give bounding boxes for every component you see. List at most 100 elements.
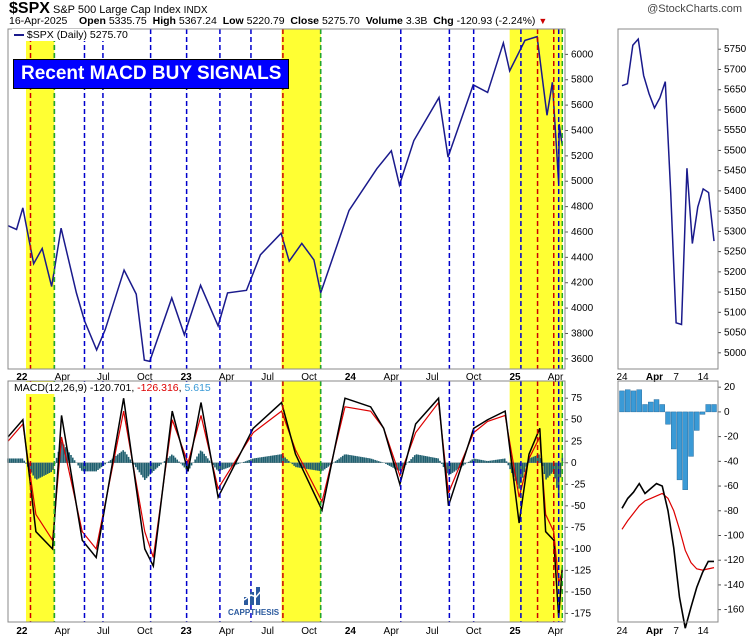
zoom-macd-xtick-label-3: 14 [698, 626, 710, 637]
macd-xtick-label-13: Apr [548, 626, 564, 637]
macd-signal-line [7, 400, 563, 584]
price-ytick-label-7: 4600 [571, 227, 594, 238]
macd-hist-bar-185 [340, 457, 342, 463]
zoom-price-ytick-label-8: 5350 [724, 206, 747, 217]
macd-hist-bar-203 [372, 459, 375, 463]
macd-hist-bar-97 [181, 462, 184, 466]
macd-hist-bar-65 [124, 451, 126, 463]
macd-hist-bar-155 [286, 459, 288, 463]
macd-hist-bar-92 [172, 455, 175, 463]
zoom-macd-ytick-label-4: -60 [724, 481, 739, 492]
zoom-macd-hist-bar-3 [636, 389, 642, 413]
macd-hist-bar-166 [305, 462, 308, 469]
zoom-price-ytick-label-2: 5650 [724, 85, 747, 96]
zoom-price-ytick-label-3: 5600 [724, 105, 747, 116]
macd-hist-bar-201 [368, 458, 371, 463]
macd-hist-bar-149 [275, 454, 277, 463]
macd-hist-bar-240 [439, 460, 441, 463]
macd-hist-bar-246 [449, 462, 452, 475]
macd-hist-bar-60 [115, 455, 117, 463]
macd-hist-bar-281 [512, 462, 515, 477]
macd-hist-bar-283 [516, 462, 519, 485]
zoom-price-panel [618, 29, 718, 369]
macd-hist-bar-241 [440, 462, 443, 464]
main-macd-border [7, 380, 566, 623]
macd-hist-bar-115 [214, 462, 216, 468]
zoom-macd-ytick-label-0: 20 [724, 382, 736, 393]
price-legend-text: $SPX (Daily) 5275.70 [26, 29, 128, 41]
macd-ytick-label-5: -50 [571, 501, 586, 512]
zoom-macd-hist-bar-1 [625, 389, 631, 413]
zoom-macd-signal-line [621, 492, 715, 571]
quote-date: 16-Apr-2025 [9, 15, 68, 27]
macd-hist-bar-152 [280, 454, 283, 463]
macd-hist-bar-17 [37, 462, 40, 479]
macd-hist-bar-80 [151, 462, 153, 473]
cappthesis-logo: CAPPTHESIS [228, 586, 279, 617]
macd-ytick-label-10: -175 [571, 608, 591, 619]
price-xtick-label-1: Apr [55, 372, 71, 383]
macd-hist-bar-146 [269, 455, 272, 463]
macd-hist-bar-44 [86, 462, 88, 472]
macd-hist-bar-214 [392, 462, 394, 468]
macd-hist-bar-142 [262, 456, 265, 463]
zoom-macd-ytick-label-2: -20 [724, 432, 739, 443]
macd-hist-bar-64 [122, 450, 124, 463]
price-xtick-label-7: Oct [301, 372, 317, 383]
price-ytick-label-6: 4800 [571, 202, 594, 213]
macd-ytick-label-9: -150 [571, 587, 591, 598]
macd-hist-bar-16 [35, 462, 38, 480]
macd-hist-bar-205 [376, 460, 378, 463]
macd-hist-bar-14 [32, 462, 34, 476]
macd-hist-bar-287 [523, 462, 526, 473]
macd-hist-bar-299 [545, 462, 547, 480]
macd-hist-bar-141 [260, 457, 263, 463]
macd-hist-bar-62 [118, 453, 121, 463]
highlight-band-macd-1 [281, 381, 321, 622]
macd-hist-bar-37 [73, 460, 76, 463]
macd-hist-bar-236 [431, 457, 434, 463]
macd-hist-bar-25 [52, 462, 54, 470]
volume-label: Volume [365, 15, 403, 27]
zoom-price-ytick-label-9: 5300 [724, 226, 747, 237]
price-legend-swatch [14, 34, 24, 37]
price-ytick-label-1: 5800 [571, 75, 594, 86]
macd-hist-bar-10 [25, 462, 27, 464]
macd-hist-bar-117 [217, 462, 220, 472]
macd-hist-bar-266 [485, 460, 488, 463]
macd-hist-bar-27 [55, 457, 58, 463]
price-xtick-label-0: 22 [16, 372, 28, 383]
macd-hist-bar-300 [547, 462, 549, 478]
macd-hist-bar-294 [536, 455, 538, 463]
macd-hist-bar-187 [343, 454, 346, 463]
symbol: $SPX [9, 0, 50, 17]
macd-hist-bar-186 [341, 455, 344, 463]
zoom-macd-ytick-label-5: -80 [724, 506, 739, 517]
macd-hist-bar-107 [199, 450, 202, 463]
close-label: Close [290, 15, 320, 27]
macd-ytick-label-6: -75 [571, 522, 586, 533]
macd-hist-bar-211 [386, 462, 389, 465]
zoom-macd-ytick-label-3: -40 [724, 456, 739, 467]
macd-hist-bar-33 [66, 449, 69, 463]
macd-hist-bar-111 [206, 458, 209, 463]
macd-hist-bar-212 [388, 462, 391, 466]
macd-hist-bar-302 [550, 462, 553, 474]
macd-hist-bar-122 [226, 462, 229, 468]
macd-xtick-label-9: Apr [384, 626, 400, 637]
zoom-price-xtick-label-1: Apr [646, 372, 663, 383]
macd-hist-bar-179 [329, 462, 331, 466]
exchange: INDX [183, 5, 208, 16]
macd-hist-bar-189 [347, 454, 349, 463]
price-ytick-label-12: 3600 [571, 354, 594, 365]
macd-hist-bar-57 [109, 460, 112, 463]
macd-hist-bar-12 [28, 462, 31, 470]
macd-hist-bar-54 [104, 462, 106, 465]
macd-hist-bar-239 [437, 458, 439, 463]
macd-hist-bar-20 [43, 462, 45, 476]
zoom-price-ytick-label-1: 5700 [724, 64, 747, 75]
macd-hist-bar-196 [359, 456, 362, 463]
macd-hist-bar-2 [10, 458, 13, 463]
macd-hist-bar-85 [160, 462, 162, 465]
price-ytick-label-3: 5400 [571, 125, 594, 136]
